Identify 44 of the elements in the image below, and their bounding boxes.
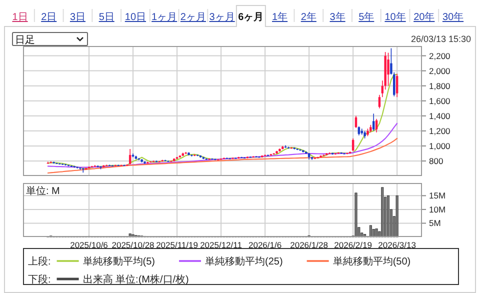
- y-tick-label: 5M: [429, 218, 441, 228]
- y-tick-label: 800: [429, 156, 444, 166]
- legend-label: 単純移動平均(50): [332, 256, 411, 268]
- x-tick-label: 2026/3/13: [378, 240, 416, 250]
- y-tick-label: 1,800: [429, 80, 451, 91]
- x-tick-label: 2026/2/19: [334, 240, 372, 250]
- legend-title: 下段:: [28, 274, 51, 286]
- y-tick-label: 15M: [429, 190, 446, 201]
- text: 出来高 単位:(M株/口/枚): [82, 274, 189, 286]
- text: 5年: [358, 11, 374, 23]
- text: 3年: [330, 11, 346, 23]
- text: 2ヶ月: [180, 12, 206, 23]
- text: 1日: [12, 12, 28, 23]
- text: 2日: [41, 12, 57, 23]
- text: 1ヶ月: [152, 12, 178, 23]
- text: 20年: [414, 11, 435, 23]
- text: 3ヶ月: [209, 12, 235, 23]
- y-tick-label: 1,200: [429, 126, 451, 136]
- y-tick-label: 1,600: [429, 96, 451, 106]
- x-tick-label: 2025/12/11: [200, 240, 242, 250]
- text: 2年: [300, 11, 316, 23]
- y-tick-label: 1,000: [429, 140, 451, 151]
- text: 5日: [98, 12, 114, 23]
- y-tick-label: 2,200: [429, 50, 451, 61]
- x-tick-label: 2025/11/19: [156, 240, 198, 250]
- y-tick-label: 10M: [429, 204, 446, 214]
- annotation: 単位: M: [26, 185, 60, 197]
- text: 26/03/13 15:30: [410, 34, 471, 44]
- y-tick-label: 1,400: [429, 110, 451, 121]
- legend-title: 上段:: [28, 256, 51, 268]
- text: 日足: [15, 35, 35, 46]
- x-tick-label: 2026/1/28: [290, 240, 328, 250]
- legend-label: 単純移動平均(25): [205, 256, 283, 268]
- x-tick-label: 2026/1/6: [248, 240, 282, 250]
- text: 30年: [442, 11, 464, 23]
- x-tick-label: 2025/10/6: [70, 240, 108, 250]
- x-tick-label: 2025/10/28: [112, 240, 155, 250]
- y-tick-label: 2,000: [429, 66, 451, 76]
- text: 3日: [70, 12, 86, 23]
- text: 10日: [124, 12, 146, 23]
- text: 6ヶ月: [238, 12, 264, 23]
- text: 1年: [272, 11, 288, 23]
- legend-label: 単純移動平均(5): [82, 256, 156, 268]
- text: 10年: [384, 11, 406, 23]
